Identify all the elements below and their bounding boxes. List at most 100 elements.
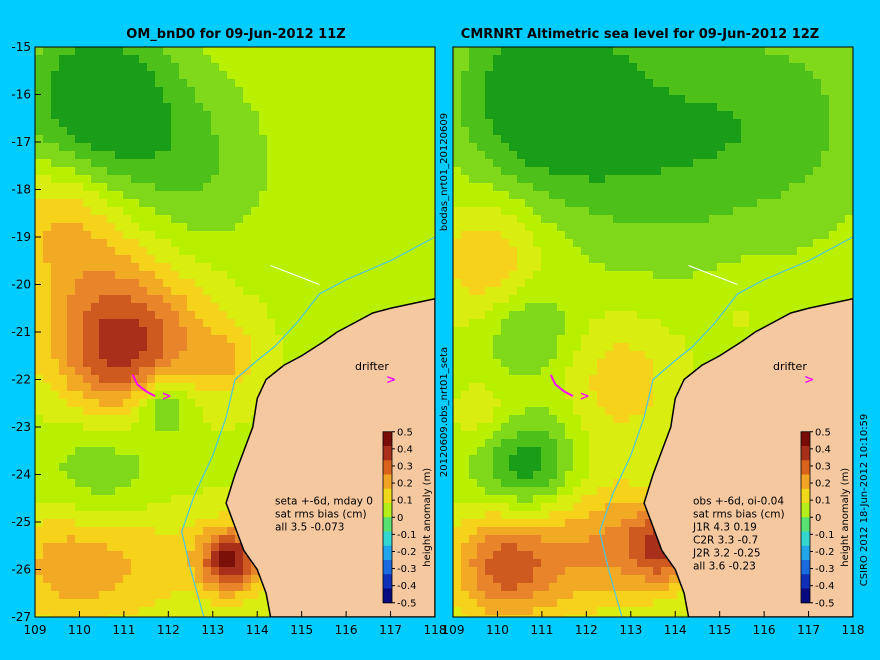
field-cell — [59, 503, 68, 512]
field-cell — [99, 95, 108, 104]
field-cell — [211, 351, 220, 360]
field-cell — [131, 495, 140, 504]
field-cell — [115, 343, 124, 352]
field-cell — [387, 135, 396, 144]
field-cell — [67, 479, 76, 488]
field-cell — [275, 143, 284, 152]
field-cell — [99, 407, 108, 416]
field-cell — [829, 215, 838, 224]
field-cell — [171, 599, 180, 608]
field-cell — [171, 327, 180, 336]
field-cell — [645, 135, 654, 144]
field-cell — [243, 303, 252, 312]
field-cell — [203, 127, 212, 136]
field-cell — [645, 175, 654, 184]
field-cell — [251, 567, 260, 576]
field-cell — [395, 183, 404, 192]
field-cell — [749, 207, 758, 216]
field-cell — [211, 471, 220, 480]
field-cell — [469, 167, 478, 176]
field-cell — [395, 191, 404, 200]
field-cell — [147, 79, 156, 88]
field-cell — [243, 119, 252, 128]
field-cell — [227, 519, 236, 528]
field-cell — [187, 47, 196, 56]
field-cell — [323, 79, 332, 88]
field-cell — [315, 263, 324, 272]
field-cell — [509, 191, 518, 200]
field-cell — [789, 167, 798, 176]
field-cell — [187, 423, 196, 432]
field-cell — [251, 63, 260, 72]
panel-1-title: OM_bnD0 for 09-Jun-2012 11Z — [126, 27, 345, 42]
field-cell — [35, 319, 44, 328]
field-cell — [813, 127, 822, 136]
field-cell — [477, 103, 486, 112]
field-cell — [411, 95, 420, 104]
field-cell — [347, 271, 356, 280]
field-cell — [581, 47, 590, 56]
field-cell — [307, 215, 316, 224]
field-cell — [243, 391, 252, 400]
field-cell — [75, 463, 84, 472]
field-cell — [99, 199, 108, 208]
field-cell — [549, 247, 558, 256]
field-cell — [75, 599, 84, 608]
field-cell — [477, 239, 486, 248]
field-cell — [613, 215, 622, 224]
field-cell — [741, 119, 750, 128]
field-cell — [75, 407, 84, 416]
field-cell — [581, 207, 590, 216]
field-cell — [123, 383, 132, 392]
field-cell — [91, 103, 100, 112]
field-cell — [685, 95, 694, 104]
field-cell — [621, 127, 630, 136]
field-cell — [203, 543, 212, 552]
field-cell — [99, 327, 108, 336]
field-cell — [91, 383, 100, 392]
field-cell — [155, 295, 164, 304]
field-cell — [363, 287, 372, 296]
field-cell — [171, 423, 180, 432]
field-cell — [211, 263, 220, 272]
field-cell — [533, 87, 542, 96]
field-cell — [605, 247, 614, 256]
field-cell — [155, 407, 164, 416]
field-cell — [781, 247, 790, 256]
field-cell — [493, 47, 502, 56]
field-cell — [339, 319, 348, 328]
field-cell — [363, 151, 372, 160]
field-cell — [789, 231, 798, 240]
field-cell — [43, 479, 52, 488]
field-cell — [477, 167, 486, 176]
field-cell — [549, 79, 558, 88]
field-cell — [411, 175, 420, 184]
field-cell — [59, 55, 68, 64]
field-cell — [379, 247, 388, 256]
field-cell — [461, 159, 470, 168]
field-cell — [661, 127, 670, 136]
field-cell — [549, 47, 558, 56]
field-cell — [43, 519, 52, 528]
field-cell — [163, 335, 172, 344]
field-cell — [75, 423, 84, 432]
field-cell — [91, 335, 100, 344]
field-cell — [597, 79, 606, 88]
field-cell — [75, 215, 84, 224]
field-cell — [733, 199, 742, 208]
field-cell — [339, 255, 348, 264]
field-cell — [75, 479, 84, 488]
field-cell — [179, 319, 188, 328]
field-cell — [789, 95, 798, 104]
field-cell — [291, 279, 300, 288]
field-cell — [275, 279, 284, 288]
field-cell — [291, 215, 300, 224]
field-cell — [51, 551, 60, 560]
field-cell — [557, 159, 566, 168]
field-cell — [123, 431, 132, 440]
field-cell — [549, 119, 558, 128]
field-cell — [275, 119, 284, 128]
field-cell — [307, 327, 316, 336]
field-cell — [661, 103, 670, 112]
field-cell — [307, 247, 316, 256]
